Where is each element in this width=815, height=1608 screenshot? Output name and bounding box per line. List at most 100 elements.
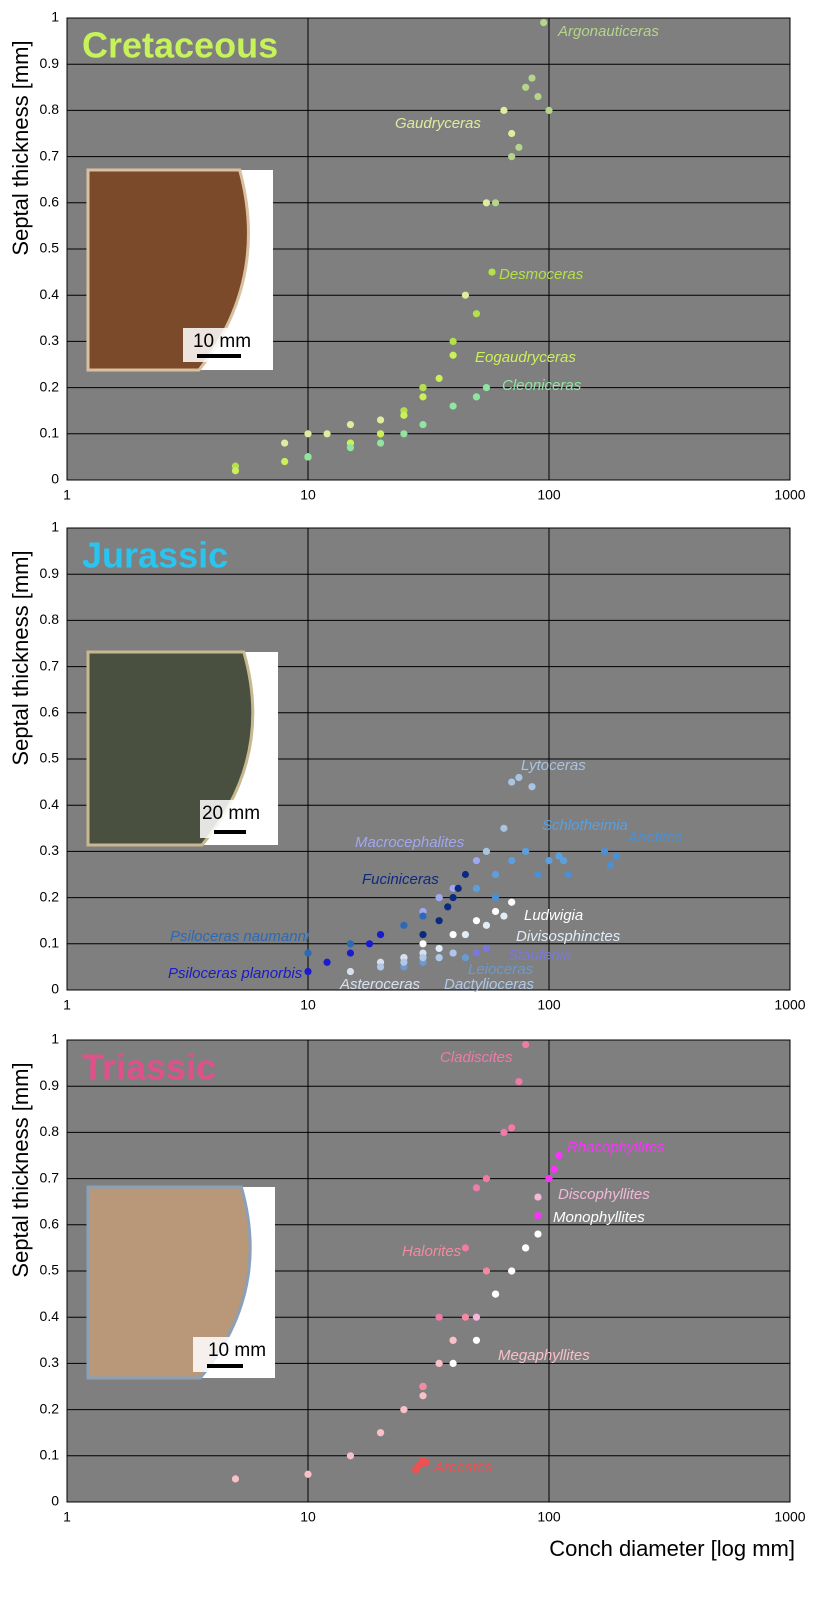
point (400, 430, 407, 437)
point (400, 1406, 407, 1413)
point (347, 968, 354, 975)
point (419, 421, 426, 428)
series-label: Arcestes (433, 1459, 493, 1476)
y-tick-label: 0.3 (40, 332, 60, 348)
series-label: Arietites (627, 829, 683, 846)
x-tick-label: 10 (300, 487, 316, 503)
point (304, 430, 311, 437)
point (473, 1184, 480, 1191)
x-axis-label: Conch diameter [log mm] (549, 1536, 795, 1561)
point (555, 1152, 562, 1159)
point (455, 885, 462, 892)
series-label: Psiloceras naumanni (170, 928, 310, 945)
point (377, 439, 384, 446)
point (483, 199, 490, 206)
inset-scale-label: 10 mm (208, 1340, 266, 1361)
point (528, 74, 535, 81)
point (483, 922, 490, 929)
point (366, 940, 373, 947)
y-tick-label: 0.7 (40, 657, 60, 673)
point (508, 857, 515, 864)
series-label: Fuciniceras (362, 871, 439, 888)
point (377, 430, 384, 437)
point (436, 375, 443, 382)
point (462, 931, 469, 938)
point (419, 954, 426, 961)
point (522, 848, 529, 855)
y-axis-label: Septal thickness [mm] (8, 550, 33, 765)
inset-scale-label: 20 mm (202, 803, 260, 824)
point (232, 1475, 239, 1482)
point (304, 968, 311, 975)
point (540, 19, 547, 26)
panel-title: Jurassic (82, 535, 228, 576)
point (449, 1360, 456, 1367)
y-tick-label: 0.6 (40, 704, 60, 720)
y-tick-label: 0.3 (40, 842, 60, 858)
y-tick-label: 0.7 (40, 147, 60, 163)
y-tick-label: 0.5 (40, 1262, 60, 1278)
point (347, 1452, 354, 1459)
point (500, 912, 507, 919)
point (419, 1383, 426, 1390)
y-tick-label: 0.8 (40, 1123, 60, 1139)
point (281, 458, 288, 465)
point (492, 1291, 499, 1298)
point (522, 84, 529, 91)
point (522, 1244, 529, 1251)
point (449, 931, 456, 938)
point (347, 940, 354, 947)
point (419, 1392, 426, 1399)
point (483, 1175, 490, 1182)
point (462, 292, 469, 299)
x-tick-label: 1000 (774, 1509, 805, 1525)
y-tick-label: 0.9 (40, 565, 60, 581)
point (534, 1212, 541, 1219)
point (551, 1166, 558, 1173)
point (462, 871, 469, 878)
y-axis-label: Septal thickness [mm] (8, 40, 33, 255)
point (419, 384, 426, 391)
point (500, 1129, 507, 1136)
series-label: Discophyllites (558, 1186, 650, 1203)
point (534, 93, 541, 100)
point (436, 945, 443, 952)
point (492, 894, 499, 901)
series-label: Argonauticeras (557, 23, 659, 40)
y-tick-label: 0.4 (40, 286, 60, 302)
point (436, 1360, 443, 1367)
series-label: Cladiscites (440, 1049, 513, 1066)
series-label: Monophyllites (553, 1209, 645, 1226)
point (347, 444, 354, 451)
point (473, 1314, 480, 1321)
y-tick-label: 0.1 (40, 935, 60, 951)
y-tick-label: 0.6 (40, 194, 60, 210)
point (304, 453, 311, 460)
point (483, 384, 490, 391)
y-tick-label: 0.4 (40, 1308, 60, 1324)
series-label: Ludwigia (524, 907, 583, 924)
series-label: Eogaudryceras (475, 349, 576, 366)
y-tick-label: 0.8 (40, 101, 60, 117)
point (545, 857, 552, 864)
point (444, 903, 451, 910)
point (473, 310, 480, 317)
point (419, 940, 426, 947)
point (508, 1124, 515, 1131)
point (423, 1459, 430, 1466)
point (492, 199, 499, 206)
point (492, 908, 499, 915)
x-tick-label: 1 (63, 1509, 71, 1525)
y-tick-label: 0 (51, 981, 59, 997)
point (534, 1230, 541, 1237)
x-tick-label: 100 (537, 487, 561, 503)
y-tick-label: 0.5 (40, 750, 60, 766)
series-label: Megaphyllites (498, 1347, 590, 1364)
series-label: Lytoceras (521, 757, 586, 774)
point (473, 917, 480, 924)
point (400, 922, 407, 929)
y-tick-label: 0.4 (40, 796, 60, 812)
point (473, 857, 480, 864)
point (419, 393, 426, 400)
point (483, 945, 490, 952)
